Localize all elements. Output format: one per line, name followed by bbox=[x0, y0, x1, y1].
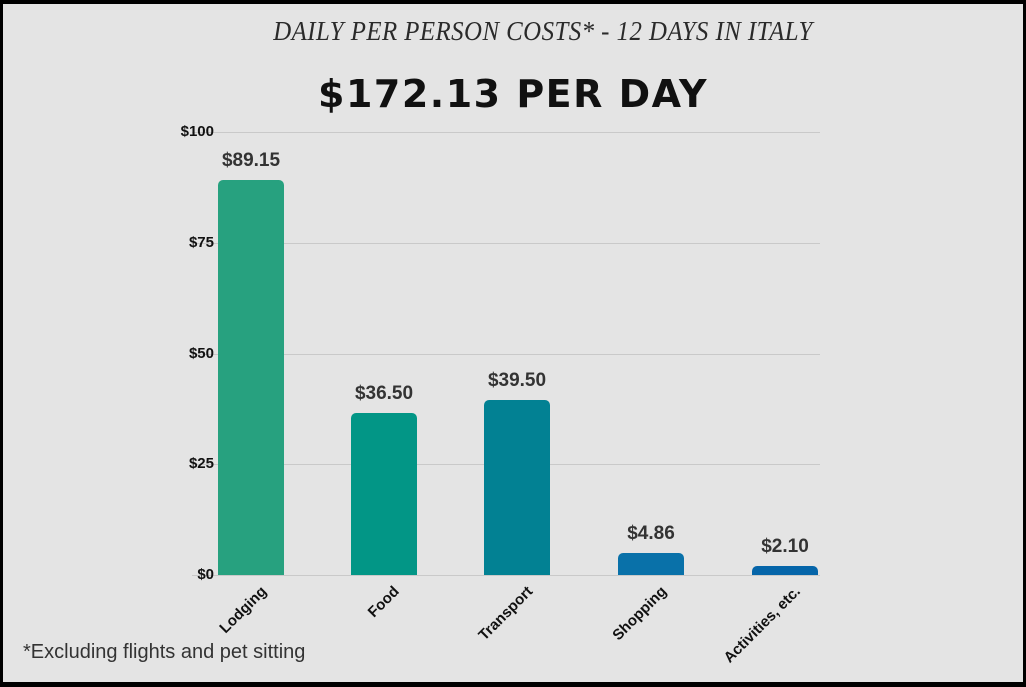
chart-subtitle: DAILY PER PERSON COSTS* - 12 DAYS IN ITA… bbox=[273, 16, 813, 46]
y-tick-label: $25 bbox=[188, 455, 214, 473]
y-tick-label: $0 bbox=[197, 566, 214, 583]
bar-value-label: $36.50 bbox=[354, 383, 414, 405]
y-tick-label: $100 bbox=[180, 123, 214, 140]
gridline bbox=[192, 242, 820, 244]
footnote: *Excluding flights and pet sitting bbox=[23, 641, 306, 663]
y-tick-label: $75 bbox=[188, 233, 214, 251]
gridline bbox=[192, 353, 820, 355]
bar-lodging bbox=[218, 180, 284, 575]
bar-value-label: $39.50 bbox=[487, 370, 547, 391]
x-axis-label: Activities, etc. bbox=[720, 583, 804, 667]
bar-activities-etc bbox=[752, 565, 818, 575]
bar-value-label: $89.15 bbox=[221, 150, 281, 172]
y-tick-label: $50 bbox=[188, 344, 214, 362]
x-axis-label: Lodging bbox=[216, 583, 271, 637]
x-axis-label: Transport bbox=[475, 583, 537, 644]
bar-food bbox=[351, 413, 417, 575]
bar-value-label: $4.86 bbox=[627, 523, 675, 545]
bar-shopping bbox=[618, 553, 684, 575]
x-axis-label: Food bbox=[364, 583, 403, 621]
gridline bbox=[192, 575, 820, 576]
bar-value-label: $2.10 bbox=[761, 535, 809, 557]
x-axis-label: Shopping bbox=[609, 583, 671, 644]
chart-headline: $172.13 PER DAY bbox=[318, 72, 708, 116]
bar-transport bbox=[484, 400, 550, 575]
gridline bbox=[192, 132, 820, 133]
